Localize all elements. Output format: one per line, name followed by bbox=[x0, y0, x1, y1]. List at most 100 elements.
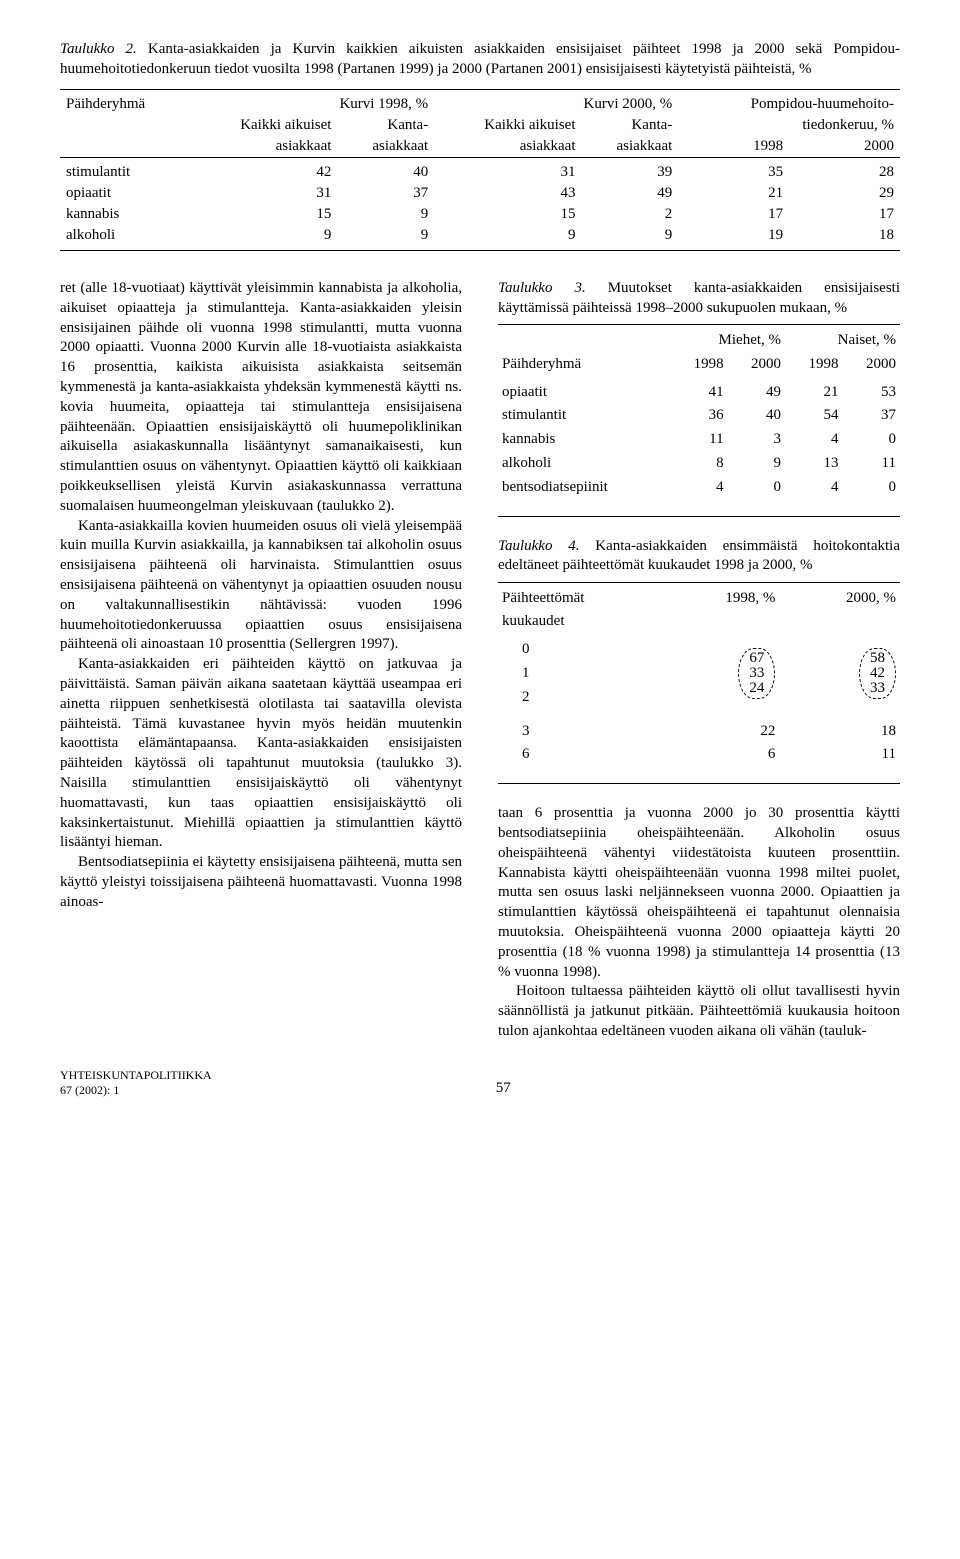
table-2: Taulukko 2. Kanta-asiakkaiden ja Kurvin … bbox=[60, 40, 900, 251]
right-p1: taan 6 prosenttia ja vuonna 2000 jo 30 p… bbox=[498, 804, 900, 982]
cell: 8 bbox=[670, 452, 727, 476]
left-p2: Kanta-asiakkailla kovien huumeiden osuus… bbox=[60, 517, 462, 656]
row-label: alkoholi bbox=[60, 225, 190, 246]
row-label: opiaatit bbox=[60, 183, 190, 204]
t2-h-2000: 2000 bbox=[789, 136, 900, 158]
table-3-grid: Päihderyhmä Miehet, % Naiset, % 1998 200… bbox=[498, 329, 900, 500]
row-label: opiaatit bbox=[498, 381, 670, 405]
cell: 21 bbox=[785, 381, 842, 405]
row-label: bentsodiatsepiinit bbox=[498, 476, 670, 500]
table-row: 0673324584233 bbox=[498, 638, 900, 662]
cell: 11 bbox=[670, 428, 727, 452]
cell: 28 bbox=[789, 162, 900, 183]
t2-h-a2: asiakkaat bbox=[337, 136, 434, 158]
oval-group-a: 673324 bbox=[659, 638, 780, 709]
cell: 41 bbox=[670, 381, 727, 405]
right-p2: Hoitoon tultaessa päihteiden käyttö oli … bbox=[498, 982, 900, 1041]
row-label: 3 bbox=[498, 720, 659, 744]
t4-h-2000: 2000, % bbox=[779, 587, 900, 611]
right-column: Taulukko 3. Muutokset kanta-asiakkaiden … bbox=[498, 279, 900, 1042]
table-2-caption-text: Kanta-asiakkaiden ja Kurvin kaikkien aik… bbox=[60, 41, 900, 77]
row-label: kannabis bbox=[498, 428, 670, 452]
cell: 31 bbox=[434, 162, 581, 183]
left-p3: Kanta-asiakkaiden eri päihteiden käyttö … bbox=[60, 655, 462, 853]
cell: 0 bbox=[842, 428, 900, 452]
row-label: stimulantit bbox=[498, 404, 670, 428]
page-footer: YHTEISKUNTAPOLITIIKKA 67 (2002): 1 57 bbox=[60, 1068, 900, 1098]
cell: 9 bbox=[337, 225, 434, 246]
t2-h-a3: asiakkaat bbox=[434, 136, 581, 158]
cell: 42 bbox=[190, 162, 337, 183]
table-row: stimulantit424031393528 bbox=[60, 162, 900, 183]
cell: 9 bbox=[190, 225, 337, 246]
cell: 49 bbox=[582, 183, 679, 204]
cell: 9 bbox=[582, 225, 679, 246]
cell: 22 bbox=[659, 720, 780, 744]
table-row: 6611 bbox=[498, 743, 900, 767]
cell: 49 bbox=[728, 381, 785, 405]
table-4: Taulukko 4. Kanta-asiakkaiden ensimmäist… bbox=[498, 537, 900, 785]
row-label: 0 bbox=[498, 638, 659, 662]
t3-h-00a: 2000 bbox=[728, 353, 785, 377]
cell: 43 bbox=[434, 183, 581, 204]
cell: 0 bbox=[842, 476, 900, 500]
left-column: ret (alle 18-vuotiaat) käyttivät yleisim… bbox=[60, 279, 462, 1042]
cell: 35 bbox=[678, 162, 789, 183]
cell: 2 bbox=[582, 204, 679, 225]
table-3-caption: Taulukko 3. Muutokset kanta-asiakkaiden … bbox=[498, 279, 900, 318]
cell: 40 bbox=[728, 404, 785, 428]
cell: 40 bbox=[337, 162, 434, 183]
row-label: 6 bbox=[498, 743, 659, 767]
footer-line1: YHTEISKUNTAPOLITIIKKA bbox=[60, 1068, 212, 1083]
table-row: opiaatit41492153 bbox=[498, 381, 900, 405]
t2-h-kaikki2: Kaikki aikuiset bbox=[434, 115, 581, 136]
table-2-caption: Taulukko 2. Kanta-asiakkaiden ja Kurvin … bbox=[60, 40, 900, 79]
left-p4: Bentsodiatsepiinia ei käytetty ensisijai… bbox=[60, 853, 462, 912]
cell: 9 bbox=[337, 204, 434, 225]
t3-h-98a: 1998 bbox=[670, 353, 727, 377]
t3-h-miehet: Miehet, % bbox=[670, 329, 785, 353]
cell: 4 bbox=[670, 476, 727, 500]
row-label: 1 bbox=[498, 662, 659, 686]
cell: 54 bbox=[785, 404, 842, 428]
cell: 11 bbox=[842, 452, 900, 476]
cell: 18 bbox=[779, 720, 900, 744]
cell: 53 bbox=[842, 381, 900, 405]
cell: 9 bbox=[728, 452, 785, 476]
cell: 4 bbox=[785, 428, 842, 452]
t2-h-paihderyhma: Päihderyhmä bbox=[60, 94, 190, 158]
cell: 6 bbox=[659, 743, 780, 767]
dashed-oval-icon: 584233 bbox=[859, 648, 896, 699]
t3-h-naiset: Naiset, % bbox=[785, 329, 900, 353]
cell: 19 bbox=[678, 225, 789, 246]
row-label: kannabis bbox=[60, 204, 190, 225]
oval-group-b: 584233 bbox=[779, 638, 900, 709]
cell: 21 bbox=[678, 183, 789, 204]
table-4-grid: Päihteettömät 1998, % 2000, % kuukaudet … bbox=[498, 587, 900, 768]
table-row: opiaatit313743492129 bbox=[60, 183, 900, 204]
cell: 4 bbox=[785, 476, 842, 500]
table-row: 32218 bbox=[498, 720, 900, 744]
cell: 17 bbox=[789, 204, 900, 225]
t2-h-1998: 1998 bbox=[678, 136, 789, 158]
t2-h-kanta1: Kanta- bbox=[337, 115, 434, 136]
t2-h-a4: asiakkaat bbox=[582, 136, 679, 158]
cell: 9 bbox=[434, 225, 581, 246]
t2-h-kanta2: Kanta- bbox=[582, 115, 679, 136]
cell: 37 bbox=[842, 404, 900, 428]
cell: 17 bbox=[678, 204, 789, 225]
table-4-caption: Taulukko 4. Kanta-asiakkaiden ensimmäist… bbox=[498, 537, 900, 576]
cell: 39 bbox=[582, 162, 679, 183]
t3-h-paihderyhma: Päihderyhmä bbox=[498, 329, 670, 377]
cell: 18 bbox=[789, 225, 900, 246]
table-4-label: Taulukko 4. bbox=[498, 538, 579, 554]
t4-h-paihteettomat: Päihteettömät bbox=[498, 587, 659, 611]
table-row: bentsodiatsepiinit4040 bbox=[498, 476, 900, 500]
cell: 3 bbox=[728, 428, 785, 452]
cell: 31 bbox=[190, 183, 337, 204]
cell: 29 bbox=[789, 183, 900, 204]
t2-h-kurvi00: Kurvi 2000, % bbox=[434, 94, 678, 115]
cell: 15 bbox=[434, 204, 581, 225]
page-number: 57 bbox=[496, 1079, 511, 1098]
row-label: stimulantit bbox=[60, 162, 190, 183]
